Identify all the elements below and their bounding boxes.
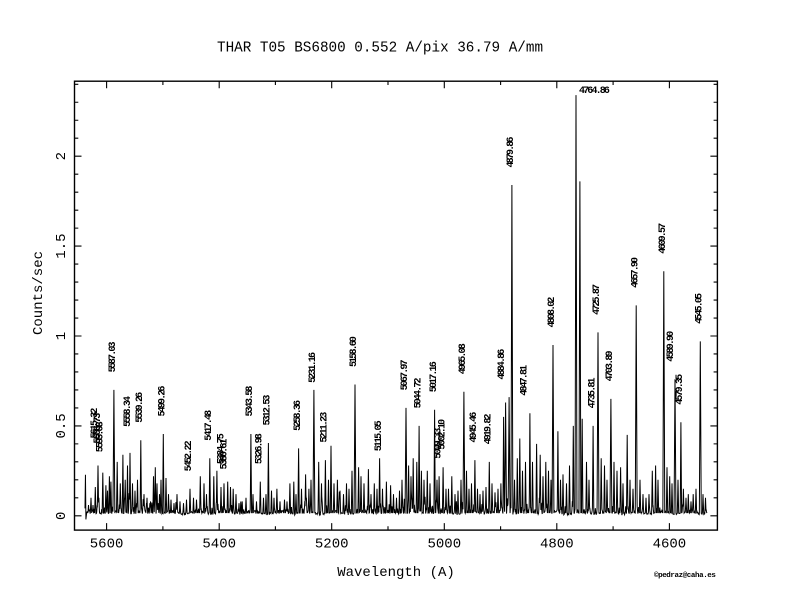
svg-text:5558.34: 5558.34 xyxy=(123,396,134,427)
svg-text:4600: 4600 xyxy=(653,537,687,553)
svg-text:1.5: 1.5 xyxy=(54,233,70,258)
svg-text:5211.23: 5211.23 xyxy=(320,412,331,443)
svg-text:5000: 5000 xyxy=(427,537,461,553)
svg-text:5600: 5600 xyxy=(90,537,124,553)
svg-text:4579.35: 4579.35 xyxy=(675,374,686,405)
svg-text:5380.61: 5380.61 xyxy=(220,439,231,470)
svg-text:5044.72: 5044.72 xyxy=(413,377,424,408)
svg-text:5231.16: 5231.16 xyxy=(308,352,319,383)
svg-text:5009.33: 5009.33 xyxy=(433,428,444,459)
svg-text:©pedraz@caha.es: ©pedraz@caha.es xyxy=(654,571,716,580)
svg-text:5312.53: 5312.53 xyxy=(263,395,274,426)
svg-text:4703.89: 4703.89 xyxy=(605,350,616,381)
svg-text:5326.98: 5326.98 xyxy=(255,433,266,464)
svg-text:4919.82: 4919.82 xyxy=(484,413,495,444)
svg-text:5400: 5400 xyxy=(202,537,236,553)
svg-text:4884.86: 4884.86 xyxy=(497,349,508,380)
svg-text:4879.86: 4879.86 xyxy=(506,137,517,168)
svg-text:5615.32: 5615.32 xyxy=(90,408,101,439)
svg-text:4764.86: 4764.86 xyxy=(579,86,610,97)
svg-text:4847.81: 4847.81 xyxy=(520,365,531,396)
svg-text:5067.97: 5067.97 xyxy=(400,359,411,390)
svg-text:5017.16: 5017.16 xyxy=(429,361,440,392)
svg-text:4545.05: 4545.05 xyxy=(695,293,706,324)
svg-text:5587.03: 5587.03 xyxy=(108,341,119,372)
svg-text:5258.36: 5258.36 xyxy=(293,400,304,431)
svg-text:4609.57: 4609.57 xyxy=(658,223,669,254)
svg-text:5200: 5200 xyxy=(315,537,349,553)
svg-text:4945.46: 4945.46 xyxy=(469,412,480,443)
svg-text:1: 1 xyxy=(54,332,70,340)
svg-text:5606.73: 5606.73 xyxy=(93,413,104,444)
svg-text:THAR T05 BS6800 0.552 A/pix: THAR T05 BS6800 0.552 A/pix 36.79 A/mm xyxy=(217,41,543,57)
svg-text:5002.10: 5002.10 xyxy=(437,419,448,450)
svg-text:4735.81: 4735.81 xyxy=(587,377,598,408)
svg-text:Wavelength (A): Wavelength (A) xyxy=(337,565,455,581)
svg-text:5417.48: 5417.48 xyxy=(204,410,215,441)
svg-text:5595.08: 5595.08 xyxy=(96,421,107,452)
svg-text:4808.02: 4808.02 xyxy=(547,297,558,328)
svg-text:5452.22: 5452.22 xyxy=(184,440,195,471)
svg-text:4725.87: 4725.87 xyxy=(592,284,603,315)
svg-text:4657.90: 4657.90 xyxy=(630,257,641,288)
svg-text:2: 2 xyxy=(54,152,70,160)
svg-text:5384.75: 5384.75 xyxy=(216,433,227,464)
svg-text:0: 0 xyxy=(54,512,70,520)
svg-text:5158.60: 5158.60 xyxy=(349,336,360,367)
svg-text:5343.58: 5343.58 xyxy=(245,386,256,417)
svg-text:4589.90: 4589.90 xyxy=(666,331,677,362)
svg-text:0.5: 0.5 xyxy=(54,413,70,438)
svg-text:Counts/sec: Counts/sec xyxy=(31,251,47,335)
svg-text:5115.05: 5115.05 xyxy=(374,420,385,451)
svg-text:5499.26: 5499.26 xyxy=(158,386,169,417)
svg-text:4965.08: 4965.08 xyxy=(458,343,469,374)
svg-text:4800: 4800 xyxy=(540,537,574,553)
svg-text:5539.26: 5539.26 xyxy=(135,392,146,423)
